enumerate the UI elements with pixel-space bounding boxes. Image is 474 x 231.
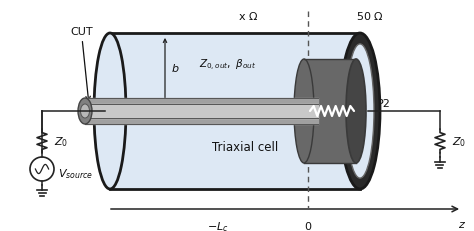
Ellipse shape [78, 99, 92, 125]
Ellipse shape [340, 34, 380, 189]
Text: $Z_0$: $Z_0$ [54, 134, 68, 148]
Bar [110, 34, 360, 189]
Text: Triaxial cell: Triaxial cell [212, 141, 278, 154]
Text: P2: P2 [377, 99, 391, 109]
Text: $0$: $0$ [304, 219, 312, 231]
Text: $\mathrm{x}\ \Omega$: $\mathrm{x}\ \Omega$ [238, 10, 258, 22]
Text: $Z_0$: $Z_0$ [452, 134, 466, 148]
Ellipse shape [94, 34, 126, 189]
Bar [304, 60, 356, 163]
Text: $R_{load}$: $R_{load}$ [319, 85, 343, 98]
Text: $Z_{0,out},\ \beta_{out}$: $Z_{0,out},\ \beta_{out}$ [200, 57, 256, 72]
Ellipse shape [346, 60, 366, 163]
Text: $a$: $a$ [171, 98, 179, 108]
Text: $b$: $b$ [171, 62, 180, 74]
Ellipse shape [81, 105, 90, 119]
Text: $V_{source}$: $V_{source}$ [58, 166, 93, 180]
Text: $z$: $z$ [458, 219, 466, 229]
Text: P1: P1 [82, 99, 96, 109]
Text: $Z_{0,in},\ \beta_{in}$: $Z_{0,in},\ \beta_{in}$ [207, 100, 253, 115]
Text: $50\ \Omega$: $50\ \Omega$ [356, 10, 384, 22]
Text: $-L_c$: $-L_c$ [207, 219, 229, 231]
Ellipse shape [294, 60, 314, 163]
Ellipse shape [346, 45, 374, 178]
Text: CUT: CUT [70, 27, 92, 101]
